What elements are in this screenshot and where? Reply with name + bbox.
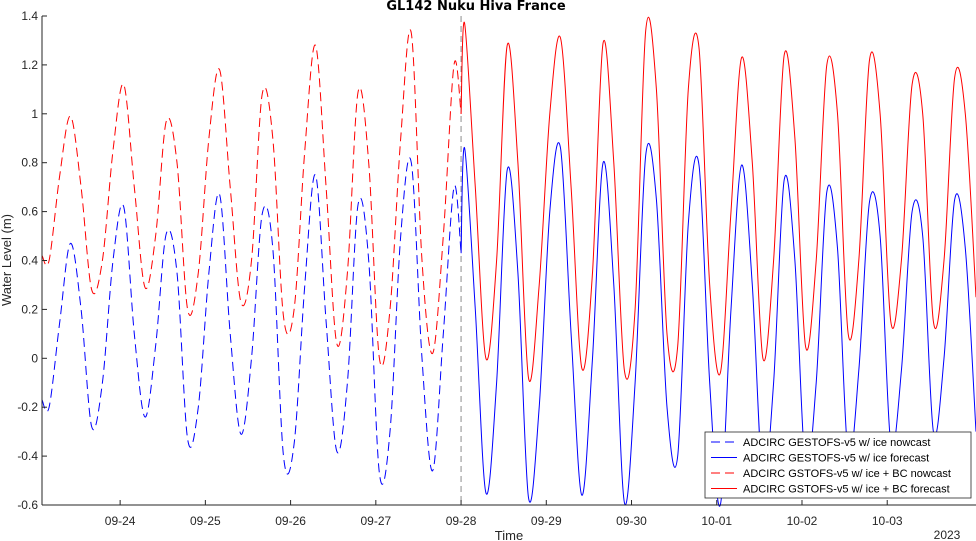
legend: ADCIRC GESTOFS-v5 w/ ice nowcast ADCIRC G… <box>704 431 972 499</box>
y-tick-label: 0.2 <box>21 302 38 316</box>
legend-label-3: ADCIRC GSTOFS-v5 w/ ice + BC nowcast <box>743 468 951 480</box>
plot-area <box>42 16 976 505</box>
series-line-2 <box>460 142 976 507</box>
legend-box <box>704 431 972 499</box>
x-tick-label: 10-02 <box>787 514 818 528</box>
y-tick-label: 0.8 <box>21 156 38 170</box>
y-axis-label: Water Level (m) <box>0 214 14 306</box>
y-tick-label: 0 <box>31 351 38 365</box>
x-tick-label: 09-29 <box>531 514 562 528</box>
y-tick-label: 0.6 <box>21 205 38 219</box>
year-label: 2023 <box>934 528 961 541</box>
x-tick-label: 09-30 <box>616 514 647 528</box>
series-line-4 <box>460 16 976 382</box>
y-tick-label: 1 <box>31 107 38 121</box>
y-tick-label: -0.2 <box>17 400 38 414</box>
x-tick-label: 10-01 <box>701 514 732 528</box>
y-tick-label: 1.2 <box>21 58 38 72</box>
series-line-3 <box>41 29 462 367</box>
y-tick-label: 0.4 <box>21 254 38 268</box>
x-tick-label: 09-24 <box>105 514 136 528</box>
x-axis-label: Time <box>495 528 523 541</box>
y-tick-label: -0.4 <box>17 449 38 463</box>
x-tick-label: 09-28 <box>446 514 477 528</box>
y-tick-label: 1.4 <box>21 9 38 23</box>
x-tick-label: 09-25 <box>190 514 221 528</box>
series-line-1 <box>41 157 462 485</box>
x-tick-label: 09-27 <box>360 514 391 528</box>
y-tick-label: -0.6 <box>17 498 38 512</box>
chart-title: GL142 Nuku Hiva France <box>386 0 565 14</box>
x-tick-label: 10-03 <box>872 514 903 528</box>
x-tick-label: 09-26 <box>275 514 306 528</box>
legend-label-1: ADCIRC GESTOFS-v5 w/ ice nowcast <box>743 437 930 449</box>
legend-label-2: ADCIRC GESTOFS-v5 w/ ice forecast <box>743 453 929 465</box>
legend-label-4: ADCIRC GSTOFS-v5 w/ ice + BC forecast <box>743 484 950 496</box>
